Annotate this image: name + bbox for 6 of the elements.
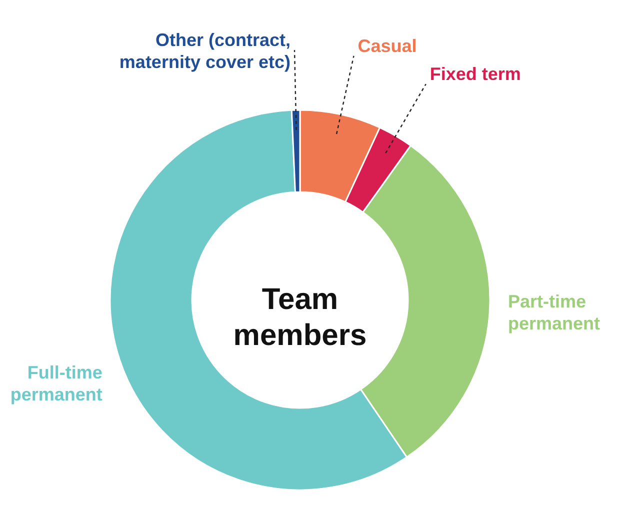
slice-label: Casual [358, 36, 417, 56]
slice-label: Part-time permanent [508, 292, 600, 334]
slice-label: Full-time permanent [10, 362, 102, 404]
slice-label: Other (contract, maternity cover etc) [119, 30, 291, 72]
text: Team members [233, 283, 367, 352]
slice-label: Fixed term [430, 64, 521, 84]
